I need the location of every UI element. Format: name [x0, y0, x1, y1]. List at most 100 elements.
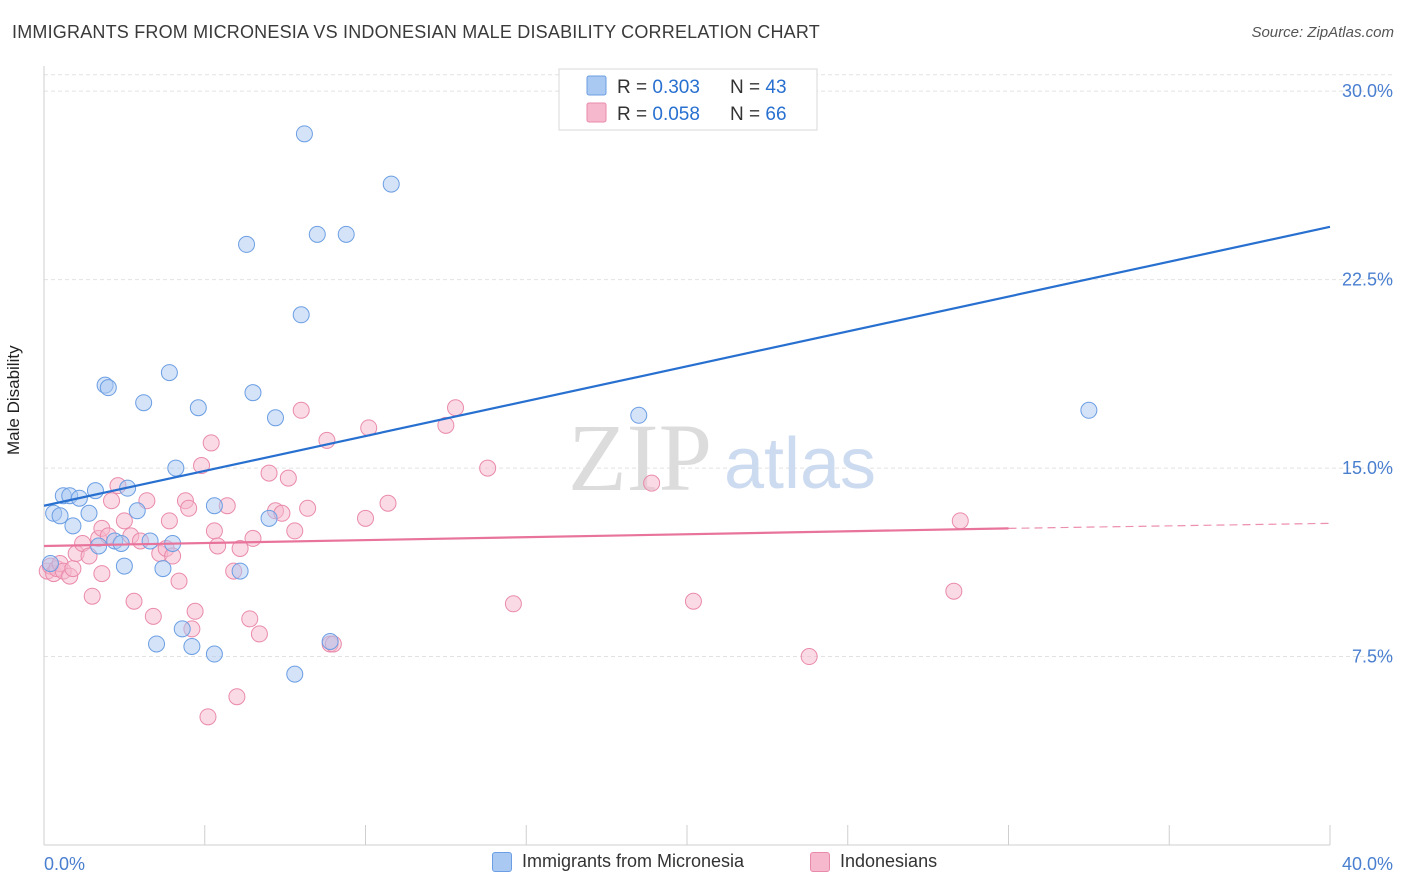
indonesians-point [250, 625, 268, 643]
indonesians-point [379, 494, 397, 512]
micronesia-point [321, 632, 339, 650]
micronesia-point [1080, 401, 1098, 419]
indonesians-point [260, 464, 278, 482]
legend-label-micronesia: Immigrants from Micronesia [522, 851, 745, 871]
indonesians-point [115, 512, 133, 530]
trend-lines [43, 225, 1331, 548]
series-legend: Immigrants from Micronesia Indonesians [0, 851, 1406, 877]
micronesia-point [115, 557, 133, 575]
micronesia-point [141, 532, 159, 550]
watermark-atlas: atlas [724, 424, 876, 504]
y-tick-label: 22.5% [1342, 270, 1393, 290]
indonesians-point [186, 602, 204, 620]
indonesians-point [951, 512, 969, 530]
tick-labels: 7.5% 15.0% 22.5% 30.0% 0.0% 40.0% [44, 81, 1393, 874]
y-axis-label: Male Disability [4, 345, 23, 455]
micronesia-point [266, 409, 284, 427]
micronesia-point [128, 502, 146, 520]
indonesians-point [504, 595, 522, 613]
legend-label-indonesians: Indonesians [840, 851, 938, 871]
micronesia-point [205, 645, 223, 663]
indonesians-point [64, 560, 82, 578]
svg-text:N = 43: N = 43 [730, 77, 787, 98]
indonesians-point [205, 522, 223, 540]
indonesians-point [286, 522, 304, 540]
watermark: ZIP atlas [568, 404, 876, 511]
indonesians-point [193, 457, 211, 475]
micronesia-point [308, 225, 326, 243]
indonesians-point [160, 512, 178, 530]
y-tick-label: 7.5% [1352, 647, 1393, 667]
indonesians-point [800, 648, 818, 666]
y-tick-label: 30.0% [1342, 81, 1393, 101]
micronesia-point [160, 364, 178, 382]
micronesia-point [80, 504, 98, 522]
micronesia-point [99, 379, 117, 397]
x-tick-label: 0.0% [44, 854, 85, 874]
x-tick-label: 40.0% [1342, 854, 1393, 874]
micronesia-point [286, 665, 304, 683]
indonesians-point [684, 592, 702, 610]
indonesians-point [643, 474, 661, 492]
indonesians-point [299, 499, 317, 517]
indonesians-point [945, 582, 963, 600]
micronesia-point [167, 459, 185, 477]
indonesians-point [83, 587, 101, 605]
indonesians-point [103, 492, 121, 510]
micronesia-point [135, 394, 153, 412]
micronesia-point [295, 125, 313, 143]
micronesia-trend-line [43, 225, 1331, 507]
micronesia-point [189, 399, 207, 417]
legend-swatch-blue [586, 75, 607, 96]
micronesia-point [41, 555, 59, 573]
indonesians-point [144, 607, 162, 625]
indonesians-trend-line [43, 527, 1009, 548]
micronesia-point [382, 175, 400, 193]
legend-swatch-pink [586, 102, 607, 123]
svg-text:R = 0.058: R = 0.058 [617, 104, 700, 125]
indonesians-point [447, 399, 465, 417]
legend-r-label: R = [617, 77, 652, 98]
indonesians-point [228, 688, 246, 706]
micronesia-point [630, 406, 648, 424]
legend-n-value: 43 [765, 77, 786, 98]
micronesia-point [51, 507, 69, 525]
indonesians-point [202, 434, 220, 452]
indonesians-point [231, 539, 249, 557]
indonesians-point [170, 572, 188, 590]
micronesia-point [292, 306, 310, 324]
micronesia-point [337, 225, 355, 243]
indonesians-point [357, 509, 374, 527]
indonesians-point [93, 565, 111, 583]
micronesia-point [154, 560, 172, 578]
indonesians-point [479, 459, 497, 477]
svg-text:R = 0.303: R = 0.303 [617, 77, 700, 98]
legend-n-value: 66 [765, 104, 786, 125]
micronesia-point [231, 562, 249, 580]
micronesia-point [244, 384, 262, 402]
legend-swatch-indonesians [810, 851, 830, 872]
legend-r-value: 0.303 [652, 77, 700, 98]
legend-swatch-micronesia [492, 851, 512, 872]
indonesians-point [209, 537, 227, 555]
legend-r-label: R = [617, 104, 652, 125]
indonesians-point [241, 610, 259, 628]
micronesia-point [183, 637, 201, 655]
indonesians-trend-line-extension [1008, 522, 1331, 529]
indonesians-point [244, 529, 262, 547]
indonesians-point [180, 499, 198, 517]
legend-item-micronesia[interactable]: Immigrants from Micronesia [492, 851, 744, 872]
legend-n-label: N = [730, 104, 765, 125]
micronesia-point [205, 497, 223, 515]
legend-item-indonesians[interactable]: Indonesians [810, 851, 937, 872]
micronesia-point [148, 635, 166, 653]
y-tick-label: 15.0% [1342, 458, 1393, 478]
indonesians-point [437, 416, 455, 434]
micronesia-point [173, 620, 191, 638]
legend-r-value: 0.058 [652, 104, 700, 125]
source-label: Source: ZipAtlas.com [1251, 24, 1394, 41]
indonesians-point [292, 401, 310, 419]
chart-title: IMMIGRANTS FROM MICRONESIA VS INDONESIAN… [12, 22, 820, 42]
svg-text:N = 66: N = 66 [730, 104, 787, 125]
